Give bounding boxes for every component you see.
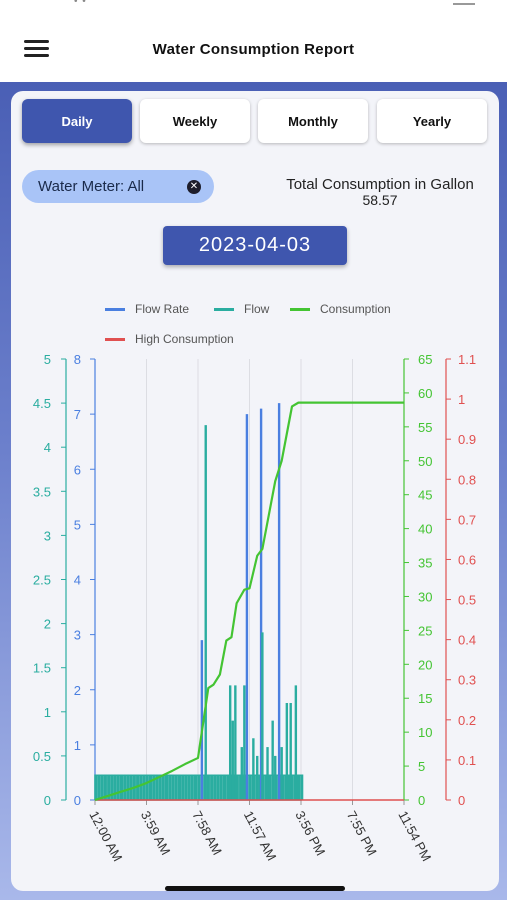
consumption-tick-label: 30 — [418, 589, 432, 604]
flow-baseline-series — [94, 774, 304, 801]
legend-swatch — [105, 337, 125, 341]
consumption-tick-label: 35 — [418, 556, 432, 571]
status-dots: • • — [74, 0, 87, 7]
home-indicator — [165, 886, 345, 891]
consumption-tick-label: 0 — [418, 793, 425, 808]
flow-tick-label: 4.5 — [33, 396, 51, 411]
tab-monthly[interactable]: Monthly — [258, 99, 368, 143]
flow_rate-tick-label: 2 — [74, 683, 81, 698]
flow-tick-label: 1.5 — [33, 661, 51, 676]
flow_rate-tick-label: 7 — [74, 407, 81, 422]
consumption-tick-label: 50 — [418, 454, 432, 469]
high-tick-label: 0.7 — [458, 512, 476, 527]
high-tick-label: 0.1 — [458, 753, 476, 768]
x-tick-label: 7:58 AM — [189, 808, 225, 857]
legend-flow: Flow — [214, 302, 269, 316]
date-picker-button[interactable]: 2023-04-03 — [163, 226, 347, 265]
water-meter-filter-chip[interactable]: Water Meter: All ✕ — [22, 170, 214, 203]
tab-daily[interactable]: Daily — [22, 99, 132, 143]
legend-label: Consumption — [320, 302, 391, 316]
x-tick-label: 7:55 PM — [344, 808, 380, 858]
flow-tick-label: 1 — [44, 705, 51, 720]
x-tick-label: 3:59 AM — [138, 808, 174, 857]
consumption-tick-label: 5 — [418, 759, 425, 774]
consumption-chart: 00.511.522.533.544.550123456780510152025… — [33, 352, 476, 864]
legend-swatch — [214, 307, 234, 311]
consumption-tick-label: 25 — [418, 623, 432, 638]
flow_rate-tick-label: 1 — [74, 738, 81, 753]
flow-tick-label: 4 — [44, 440, 51, 455]
consumption-tick-label: 10 — [418, 725, 432, 740]
legend-label: Flow — [244, 302, 270, 316]
legend-flow-rate: Flow Rate — [105, 302, 189, 316]
flow-tick-label: 2.5 — [33, 573, 51, 588]
consumption-tick-label: 20 — [418, 657, 432, 672]
flow-tick-label: 2 — [44, 617, 51, 632]
consumption-tick-label: 65 — [418, 352, 432, 367]
app-header: Water Consumption Report — [0, 10, 507, 83]
total-consumption-value: 58.57 — [362, 192, 398, 208]
consumption-tick-label: 45 — [418, 488, 432, 503]
consumption-tick-label: 60 — [418, 386, 432, 401]
high-tick-label: 0.4 — [458, 633, 476, 648]
flow_rate-tick-label: 4 — [74, 573, 81, 588]
flow_rate-tick-label: 8 — [74, 352, 81, 367]
x-tick-label: 11:57 AM — [241, 808, 280, 863]
consumption-tick-label: 15 — [418, 691, 432, 706]
high-tick-label: 1 — [458, 392, 465, 407]
x-tick-label: 12:00 AM — [86, 808, 125, 864]
flow_rate-tick-label: 5 — [74, 517, 81, 532]
high-tick-label: 0.5 — [458, 593, 476, 608]
high-tick-label: 0.9 — [458, 432, 476, 447]
flow-tick-label: 0.5 — [33, 749, 51, 764]
battery-icon — [453, 0, 475, 5]
flow_rate-tick-label: 3 — [74, 628, 81, 643]
high-tick-label: 0.8 — [458, 472, 476, 487]
high-tick-label: 0 — [458, 793, 465, 808]
flow-tick-label: 3 — [44, 528, 51, 543]
flow_rate-tick-label: 0 — [74, 793, 81, 808]
legend-consumption: Consumption — [290, 302, 391, 316]
total-consumption-label: Total Consumption in Gallon — [286, 176, 474, 193]
status-bar: • • — [0, 0, 507, 10]
x-tick-label: 3:56 PM — [292, 808, 328, 858]
high-tick-label: 0.6 — [458, 552, 476, 567]
high-tick-label: 0.3 — [458, 673, 476, 688]
flow-tick-label: 3.5 — [33, 484, 51, 499]
flow_rate-tick-label: 6 — [74, 462, 81, 477]
legend-label: Flow Rate — [135, 302, 190, 316]
flow-tick-label: 5 — [44, 352, 51, 367]
consumption-line — [94, 401, 404, 802]
page-title: Water Consumption Report — [152, 41, 355, 58]
x-tick-label: 11:54 PM — [395, 808, 434, 863]
flow-tick-label: 0 — [44, 793, 51, 808]
consumption-tick-label: 40 — [418, 522, 432, 537]
filter-chip-label: Water Meter: All — [38, 178, 145, 195]
close-circle-icon[interactable]: ✕ — [187, 180, 201, 194]
high-tick-label: 1.1 — [458, 352, 476, 367]
legend-swatch — [105, 307, 125, 311]
report-card — [11, 91, 499, 891]
legend-high-consumption: High Consumption — [105, 332, 234, 346]
consumption-tick-label: 55 — [418, 420, 432, 435]
legend-label: High Consumption — [135, 332, 234, 346]
legend-swatch — [290, 307, 310, 311]
tab-weekly[interactable]: Weekly — [140, 99, 250, 143]
tab-yearly[interactable]: Yearly — [377, 99, 487, 143]
hamburger-menu-icon[interactable] — [24, 40, 50, 58]
high-tick-label: 0.2 — [458, 713, 476, 728]
